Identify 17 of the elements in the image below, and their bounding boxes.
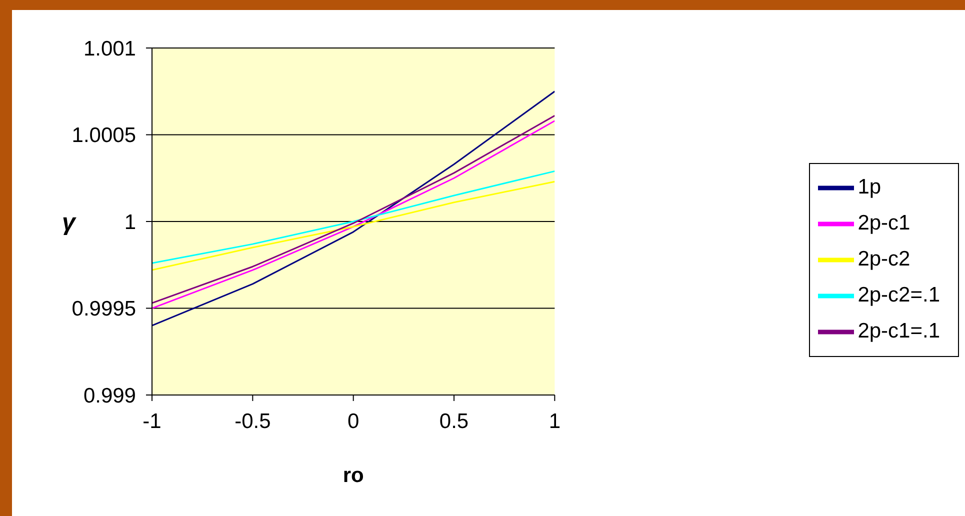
x-axis-title: ro [342,464,364,487]
legend-label: 2p-c2 [858,248,910,271]
x-tick-label: -0.5 [234,410,271,433]
x-tick-label: -1 [142,410,162,433]
x-tick-label: 0.5 [439,410,469,433]
y-axis-title: γ [62,209,77,236]
y-tick-label: 0.999 [83,384,136,408]
legend-label: 1p [858,176,882,199]
legend-label: 2p-c2=.1 [858,284,940,307]
x-tick-label: 1 [548,410,561,433]
legend-label: 2p-c1 [858,212,910,235]
y-tick-label: 0.9995 [72,298,136,321]
legend-label: 2p-c1=.1 [858,320,940,343]
x-tick-label: 0 [348,410,360,433]
y-tick-label: 1.0005 [72,124,136,148]
y-tick-label: 1.001 [83,37,136,60]
y-tick-label: 1 [124,210,136,234]
